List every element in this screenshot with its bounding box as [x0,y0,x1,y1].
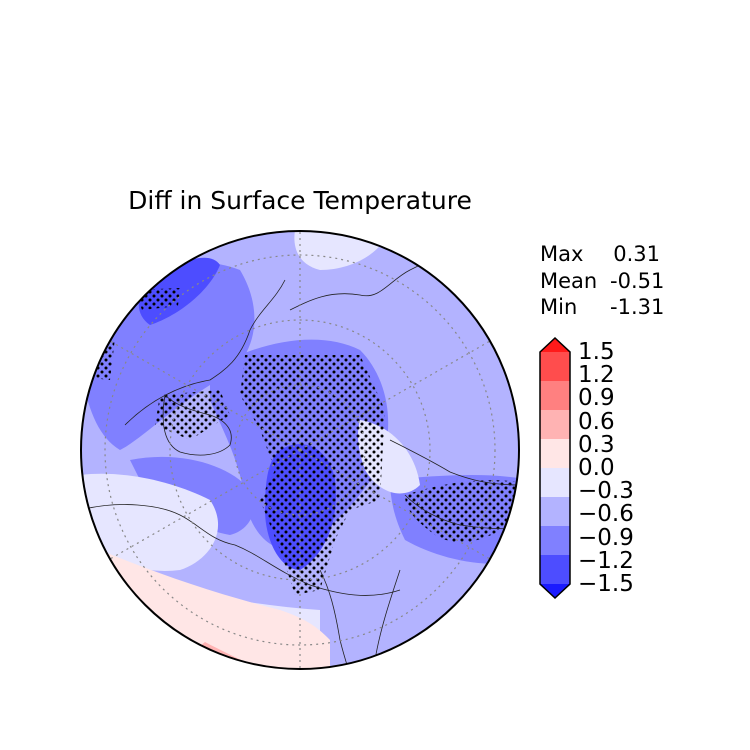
stat-max: Max 0.31 [540,241,660,268]
colorbar-tick-label: −0.9 [578,524,634,551]
stat-mean-label: Mean [540,268,598,293]
stipple-area [405,480,519,543]
colorbar-swatch [540,439,570,468]
colorbar-tick-label: 0.9 [578,385,615,412]
coastline [404,494,519,530]
stat-min-label: Min [540,295,578,319]
colorbar-swatch [540,338,570,352]
stat-max-value: 0.31 [613,242,660,266]
stat-min: Min -1.31 [540,294,665,321]
latitude-circle [104,254,496,646]
coastline [389,439,519,486]
field-region [81,473,219,571]
meridian [299,340,491,451]
stat-mean-value: -0.51 [610,268,665,293]
colorbar-outline [539,336,571,600]
colorbar-swatch [540,352,570,381]
coastline [162,394,232,456]
stat-max-label: Max [540,242,584,266]
coastline [81,504,401,596]
meridian [109,449,301,560]
colorbar-tick-label: −0.3 [578,478,634,505]
coastline [124,279,286,426]
colorbar [539,336,571,600]
colorbar-tick-label: −1.2 [578,547,634,574]
colorbar-swatch [540,584,570,598]
latitude-circle [234,384,366,516]
colorbar-tick-label: −1.5 [578,571,634,597]
colorbar-swatch [540,381,570,410]
stat-mean: Mean -0.51 [540,268,665,295]
colorbar-swatch [540,497,570,526]
stats-panel: Max 0.31 Mean -0.51 Min -1.31 [540,241,665,321]
colorbar-swatch [540,555,570,584]
meridian [109,340,301,451]
colorbar-tick-label: 0.6 [578,408,615,435]
stipple-area [155,390,230,440]
coastline [319,569,356,669]
colorbar-tick-label: 1.5 [578,339,615,365]
map-title: Diff in Surface Temperature [128,186,472,215]
stat-min-value: -1.31 [610,295,665,319]
colorbar-swatch [540,410,570,439]
colorbar-swatch [540,526,570,555]
colorbar-tick-label: −0.6 [578,501,634,528]
latitude-circle [169,319,431,581]
polar-map [80,230,520,670]
colorbar-tick-label: 0.3 [578,431,615,458]
meridian [299,449,491,560]
colorbar-swatch [540,468,570,497]
colorbar-tick-label: 0.0 [578,455,615,481]
map-boundary [80,230,520,670]
stipple-area [240,355,385,595]
colorbar-tick-label: 1.2 [578,362,615,389]
